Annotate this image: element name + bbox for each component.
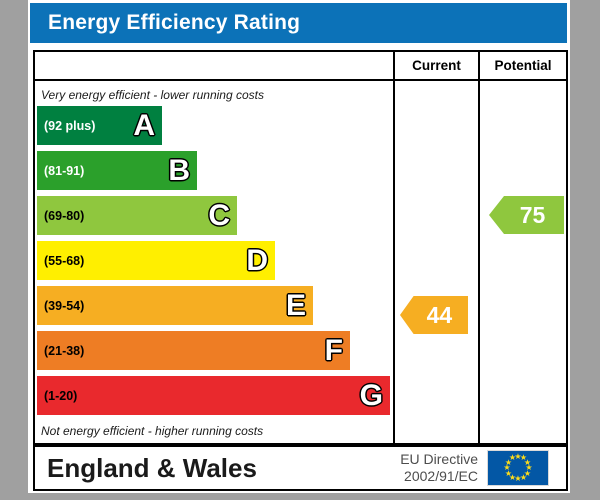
band-range-label: (21-38) [44, 343, 85, 358]
potential-rating-value: 75 [519, 201, 546, 228]
eu-flag-star: ★ [508, 453, 517, 463]
band-letter: D [246, 244, 268, 277]
current-column-header: Current [412, 58, 461, 73]
eu-flag-star: ★ [525, 463, 533, 472]
band-letter: B [168, 154, 190, 187]
band-letter: E [285, 289, 306, 322]
potential-column-header: Potential [494, 58, 552, 73]
eu-flag-star: ★ [508, 472, 517, 482]
eu-flag-star: ★ [519, 472, 528, 482]
potential-column-divider [478, 52, 480, 443]
rating-band-f: (21-38) F [37, 331, 350, 370]
bottom-note: Not energy efficient - higher running co… [41, 424, 264, 438]
current-rating-arrow: 44 [400, 296, 468, 334]
region-label: England & Wales [47, 453, 257, 483]
eu-flag-star: ★ [519, 453, 528, 463]
eu-flag-star: ★ [523, 468, 532, 478]
eu-directive-label: EU Directive 2002/91/EC [400, 451, 478, 485]
top-note: Very energy efficient - lower running co… [41, 88, 264, 102]
rating-band-e: (39-54) E [37, 286, 313, 325]
band-letter: F [324, 334, 343, 367]
eu-directive-line1: EU Directive [400, 451, 478, 467]
rating-band-b: (81-91) B [37, 151, 197, 190]
epc-title-bar: Energy Efficiency Rating [30, 3, 567, 43]
potential-rating-arrow: 75 [489, 196, 564, 234]
eu-flag-star: ★ [514, 474, 522, 483]
band-range-label: (92 plus) [44, 118, 96, 133]
rating-band-g: (1-20) G [37, 376, 390, 415]
rating-table: Current Potential Very energy efficient … [33, 50, 568, 445]
band-letter: A [133, 109, 155, 142]
band-range-label: (81-91) [44, 163, 85, 178]
eu-directive-line2: 2002/91/EC [404, 468, 478, 484]
band-range-label: (1-20) [44, 388, 78, 403]
current-column-divider [393, 52, 395, 443]
band-letter: G [359, 379, 383, 412]
header-divider [35, 79, 566, 81]
rating-band-d: (55-68) D [37, 241, 275, 280]
page-title: Energy Efficiency Rating [48, 11, 301, 34]
eu-flag-star: ★ [504, 457, 513, 467]
rating-band-c: (69-80) C [37, 196, 237, 235]
footer-bar: England & Wales EU Directive 2002/91/EC … [33, 445, 568, 491]
band-range-label: (69-80) [44, 208, 85, 223]
eu-flag-icon: ★ ★ ★ ★ ★ ★ ★ ★ ★ ★ ★ ★ [487, 450, 549, 486]
band-range-label: (39-54) [44, 298, 85, 313]
rating-band-a: (92 plus) A [37, 106, 162, 145]
eu-flag-star: ★ [523, 457, 532, 467]
band-range-label: (55-68) [44, 253, 85, 268]
eu-flag-star: ★ [504, 468, 513, 478]
band-letter: C [208, 199, 230, 232]
eu-flag-star: ★ [514, 452, 522, 461]
current-rating-value: 44 [426, 301, 453, 328]
eu-flag-star: ★ [503, 463, 511, 472]
